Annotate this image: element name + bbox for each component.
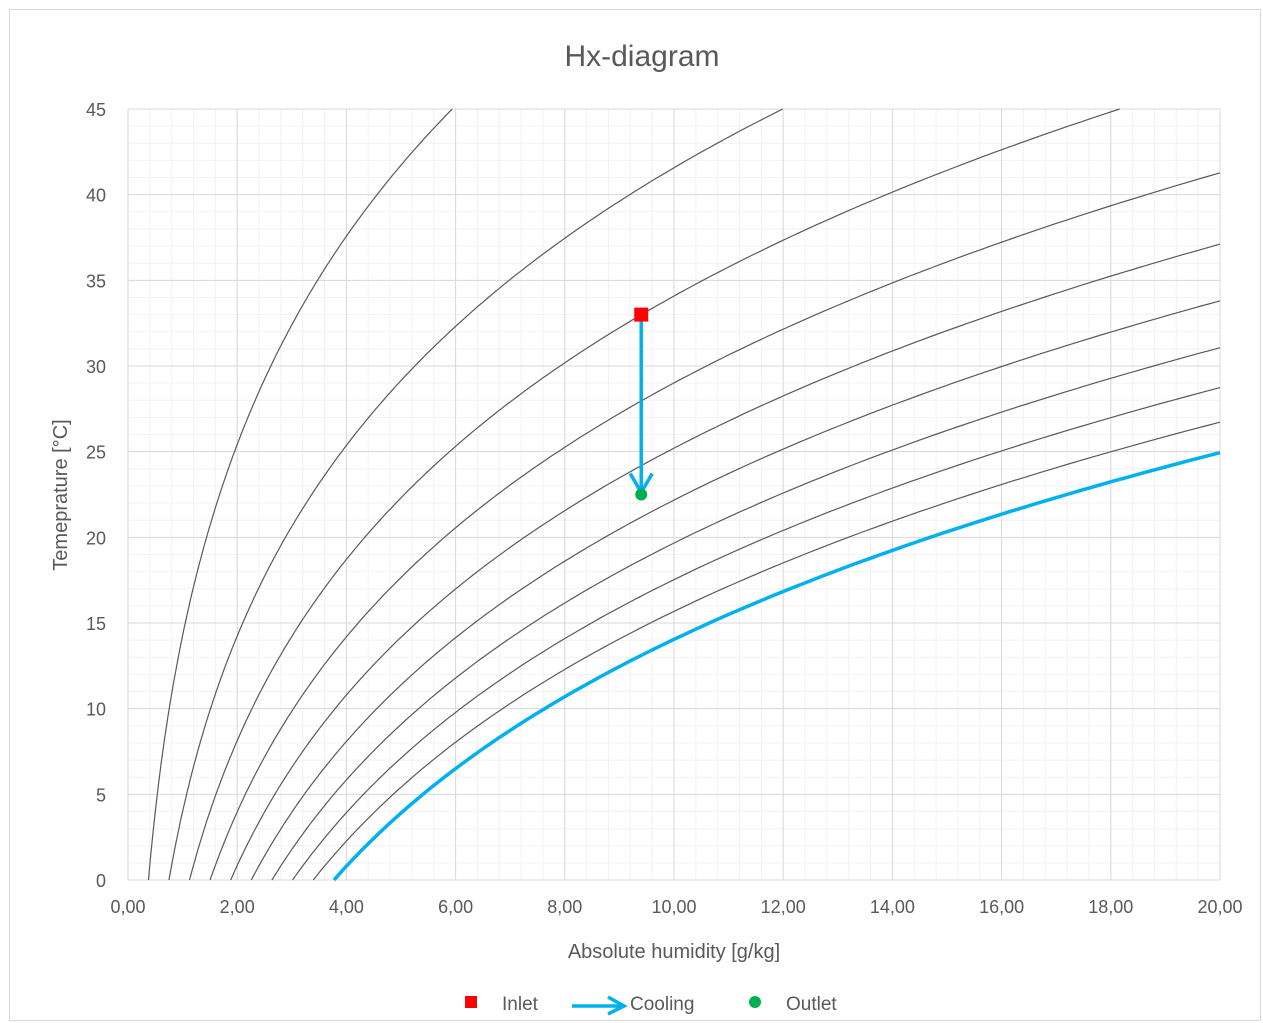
y-axis-label: Temeprature [°C] xyxy=(50,419,72,570)
x-tick-label: 20,00 xyxy=(1197,897,1242,917)
rh-curve-40 xyxy=(209,172,1221,881)
chart-title: Hx-diagram xyxy=(564,40,719,73)
y-tick-label: 25 xyxy=(86,443,106,463)
y-tick-label: 5 xyxy=(96,785,106,805)
inlet-point xyxy=(634,307,649,322)
x-tick-label: 4,00 xyxy=(329,897,364,917)
y-tick-label: 30 xyxy=(86,357,106,377)
x-axis-label: Absolute humidity [g/kg] xyxy=(568,941,780,963)
y-tick-label: 10 xyxy=(86,700,106,720)
legend-cooling-label: Cooling xyxy=(630,994,694,1015)
process-series xyxy=(628,307,654,501)
x-tick-label: 6,00 xyxy=(438,897,473,917)
legend-outlet-label: Outlet xyxy=(786,994,837,1015)
x-tick-label: 0,00 xyxy=(110,897,145,917)
saturation-curve-group xyxy=(332,451,1221,882)
rh-curve-90 xyxy=(312,421,1221,881)
y-tick-label: 40 xyxy=(86,186,106,206)
x-tick-label: 16,00 xyxy=(979,897,1024,917)
rh-curve-60 xyxy=(250,300,1221,881)
x-tick-labels: 0,00 2,00 4,00 6,00 8,00 10,00 12,00 14,00 16,00… xyxy=(110,897,1242,917)
rh-curve-50 xyxy=(230,243,1221,881)
y-tick-label: 35 xyxy=(86,271,106,291)
rh-curve-10 xyxy=(147,108,453,881)
outlet-point xyxy=(635,488,648,501)
legend-cooling-arrowhead xyxy=(607,995,628,1016)
legend-outlet-marker xyxy=(749,996,761,1008)
y-tick-label: 0 xyxy=(96,871,106,891)
legend-inlet-marker xyxy=(465,996,477,1008)
x-tick-label: 14,00 xyxy=(870,897,915,917)
y-tick-label: 15 xyxy=(86,614,106,634)
legend: Inlet Cooling Outlet xyxy=(465,994,837,1016)
rh-curve-80 xyxy=(292,387,1221,881)
saturation-curve xyxy=(332,451,1221,882)
rh-curve-30 xyxy=(188,108,1120,881)
major-grid xyxy=(127,108,1221,881)
rh-curve-20 xyxy=(168,108,783,881)
relative-humidity-curves xyxy=(147,108,1221,881)
x-tick-label: 2,00 xyxy=(220,897,255,917)
x-tick-label: 8,00 xyxy=(547,897,582,917)
y-tick-label: 45 xyxy=(86,100,106,120)
rh-curve-70 xyxy=(271,347,1221,881)
x-tick-label: 10,00 xyxy=(651,897,696,917)
y-tick-label: 20 xyxy=(86,528,106,548)
y-tick-labels: 0 5 10 15 20 25 30 35 40 45 xyxy=(86,100,106,891)
x-tick-label: 18,00 xyxy=(1088,897,1133,917)
legend-inlet-label: Inlet xyxy=(502,994,539,1015)
x-tick-label: 12,00 xyxy=(761,897,806,917)
